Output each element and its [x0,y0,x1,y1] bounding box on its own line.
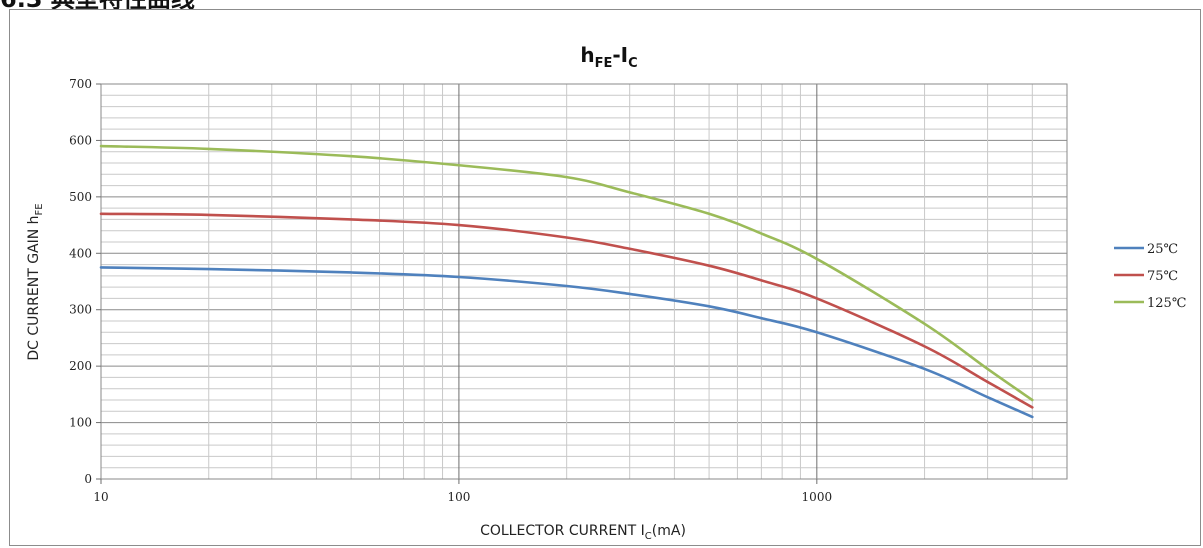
x-axis-label: COLLECTOR CURRENT IC(mA) [480,523,686,542]
y-tick-label: 100 [69,416,92,430]
y-tick-label: 400 [69,246,92,260]
x-tick-label: 100 [447,490,470,504]
y-tick-label: 500 [69,190,92,204]
title-sub2: C [628,56,638,71]
plot-area-border [101,84,1067,479]
y-axis-label-sub: FE [34,203,45,215]
y-tick-label: 600 [69,133,92,147]
grid [101,84,1067,479]
axes: 0 100 200 300 400 500 600 700 10 100 1000 [69,77,1067,504]
y-axis-label-main: DC CURRENT GAIN h [26,215,42,360]
title-sub1: FE [595,56,613,71]
y-tick-label: 200 [69,359,92,373]
chart-title: hFE-IC [580,43,637,71]
x-axis-label-main: COLLECTOR CURRENT I [480,523,645,539]
x-axis-label-tail: (mA) [652,523,686,539]
legend-label: 25℃ [1147,242,1178,257]
x-axis-label-sub: C [645,531,652,542]
x-tick-label: 10 [93,490,108,504]
title-mid: -I [612,43,628,67]
y-tick-label: 700 [69,77,92,91]
y-axis-label: DC CURRENT GAIN hFE [26,203,45,360]
title-main: h [580,43,594,67]
legend: 25℃ 75℃ 125℃ [1114,242,1186,311]
y-tick-label: 300 [69,303,92,317]
x-tick-label: 1000 [802,490,833,504]
y-tick-label: 0 [84,472,92,486]
legend-label: 75℃ [1147,269,1178,284]
legend-label: 125℃ [1147,296,1186,311]
